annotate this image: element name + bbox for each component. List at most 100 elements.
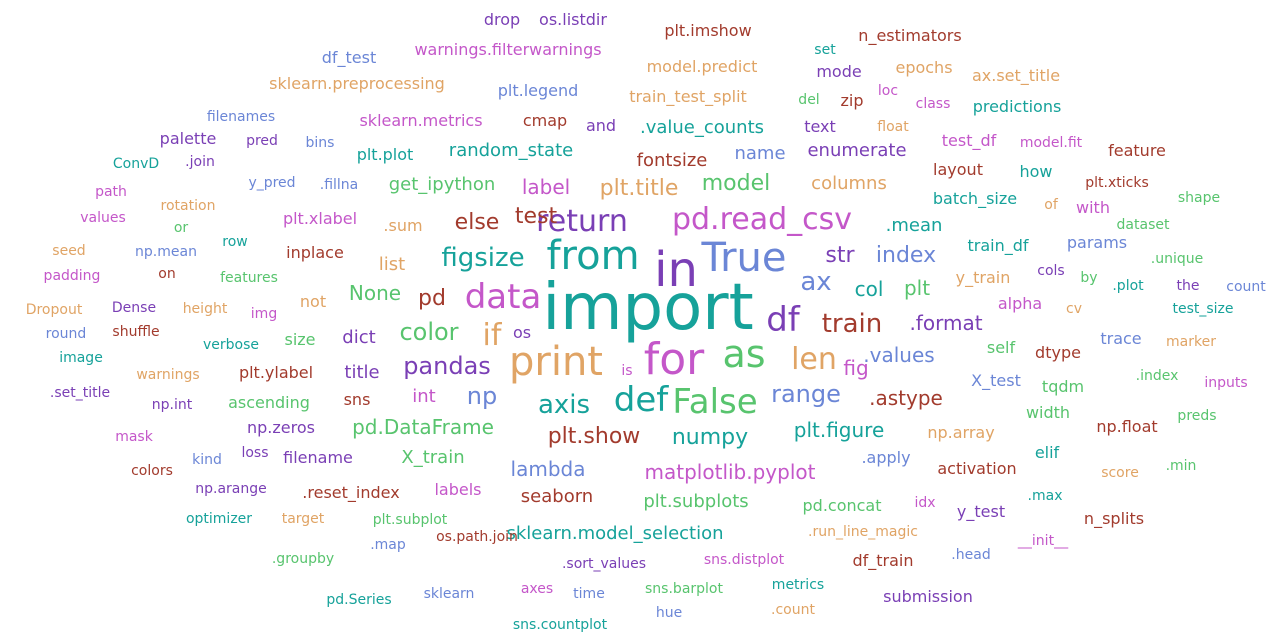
cloud-word: col: [854, 277, 884, 301]
cloud-word: pd: [418, 286, 446, 311]
cloud-word: test: [514, 204, 558, 229]
cloud-word: os: [512, 323, 532, 342]
cloud-word: print: [509, 339, 603, 385]
cloud-word: def: [613, 380, 669, 420]
cloud-word: lambda: [510, 457, 586, 481]
cloud-word: row: [222, 234, 248, 250]
cloud-word: y_pred: [248, 175, 296, 191]
cloud-word: .count: [771, 602, 815, 618]
cloud-word: color: [399, 318, 459, 346]
cloud-word: figsize: [441, 243, 525, 273]
cloud-word: model: [701, 171, 771, 196]
cloud-word: image: [59, 350, 103, 366]
cloud-word: axes: [520, 581, 554, 597]
cloud-word: y_test: [956, 502, 1006, 521]
cloud-word: for: [643, 334, 705, 385]
cloud-word: plt.subplot: [372, 512, 448, 528]
cloud-word: np.zeros: [247, 418, 315, 437]
cloud-word: by: [1080, 270, 1098, 286]
cloud-word: rotation: [160, 198, 216, 214]
cloud-word: how: [1019, 162, 1053, 181]
cloud-word: elif: [1034, 443, 1060, 462]
cloud-word: text: [804, 117, 836, 136]
cloud-word: mask: [115, 429, 153, 445]
cloud-word: plt.figure: [793, 418, 885, 442]
cloud-word: del: [798, 92, 820, 108]
cloud-word: seed: [52, 243, 86, 259]
cloud-word: plt.ylabel: [238, 363, 314, 382]
cloud-word: np: [466, 382, 498, 410]
cloud-word: label: [521, 175, 571, 199]
cloud-word: .join: [185, 154, 215, 170]
cloud-word: tqdm: [1041, 377, 1085, 396]
cloud-word: plt.title: [599, 176, 679, 201]
cloud-word: warnings.filterwarnings: [414, 40, 602, 59]
cloud-word: marker: [1166, 334, 1216, 350]
cloud-word: count: [1226, 279, 1266, 295]
cloud-word: .plot: [1112, 278, 1144, 294]
cloud-word: .fillna: [319, 177, 359, 193]
cloud-word: palette: [159, 129, 217, 148]
cloud-word: mode: [816, 62, 862, 81]
cloud-word: .astype: [869, 386, 943, 410]
cloud-word: idx: [914, 495, 936, 511]
cloud-word: submission: [883, 587, 973, 606]
cloud-word: len: [791, 342, 837, 377]
cloud-word: .format: [909, 311, 983, 335]
cloud-word: .head: [951, 547, 991, 563]
cloud-word: matplotlib.pyplot: [644, 460, 816, 484]
cloud-word: .index: [1135, 368, 1179, 384]
cloud-word: features: [220, 270, 278, 286]
cloud-word: numpy: [671, 425, 749, 450]
cloud-word: loss: [241, 445, 269, 461]
cloud-word: str: [825, 243, 855, 268]
cloud-word: data: [464, 277, 542, 317]
cloud-word: test_df: [941, 131, 997, 150]
cloud-word: .reset_index: [302, 483, 400, 502]
cloud-word: as: [722, 332, 766, 376]
cloud-word: class: [915, 96, 951, 112]
cloud-word: trace: [1100, 329, 1142, 348]
cloud-word: on: [158, 266, 176, 282]
cloud-word: ascending: [228, 393, 310, 412]
cloud-word: .values: [863, 343, 935, 367]
cloud-word: .run_line_magic: [808, 524, 918, 540]
cloud-word: X_test: [971, 371, 1021, 390]
cloud-word: enumerate: [807, 140, 907, 161]
cloud-word: shuffle: [112, 324, 160, 340]
cloud-word: .apply: [861, 448, 911, 467]
cloud-word: dict: [342, 327, 376, 348]
cloud-word: None: [348, 281, 402, 305]
cloud-word: sklearn.metrics: [359, 111, 483, 130]
cloud-word: epochs: [895, 58, 953, 77]
cloud-word: np.arange: [195, 481, 267, 497]
cloud-word: n_splits: [1083, 509, 1145, 528]
cloud-word: plt: [903, 276, 931, 300]
cloud-word: train_test_split: [629, 87, 747, 106]
cloud-word: labels: [434, 480, 482, 499]
cloud-word: cv: [1066, 301, 1082, 317]
cloud-word: score: [1101, 465, 1139, 481]
cloud-word: optimizer: [185, 511, 253, 527]
cloud-word: name: [734, 143, 786, 164]
cloud-word: inputs: [1204, 375, 1248, 391]
cloud-word: df_test: [321, 48, 377, 67]
cloud-word: columns: [811, 173, 887, 194]
cloud-word: fig: [843, 356, 869, 380]
cloud-word: model.fit: [1019, 135, 1083, 151]
cloud-word: .mean: [885, 215, 943, 236]
cloud-word: warnings: [136, 367, 200, 383]
cloud-word: Dropout: [25, 302, 83, 318]
cloud-word: y_train: [955, 268, 1011, 287]
cloud-word: plt.subplots: [643, 491, 749, 512]
cloud-word: shape: [1177, 190, 1221, 206]
cloud-word: .set_title: [49, 385, 111, 401]
cloud-word: not: [299, 292, 327, 311]
cloud-word: bins: [305, 135, 335, 151]
cloud-word: with: [1076, 198, 1110, 217]
cloud-word: list: [378, 254, 406, 275]
cloud-word: values: [80, 210, 126, 226]
cloud-word: plt.xticks: [1085, 175, 1149, 191]
cloud-word: .unique: [1150, 251, 1204, 267]
